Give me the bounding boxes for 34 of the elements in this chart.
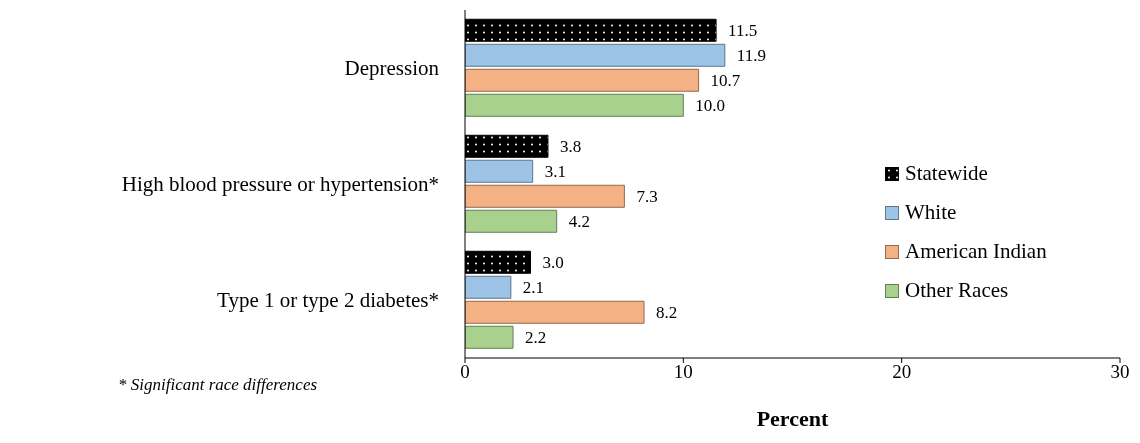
text: * Significant race differences <box>118 375 318 395</box>
bar <box>465 209 558 233</box>
bar <box>465 43 726 67</box>
data-label: 7.3 <box>636 187 658 207</box>
bar <box>465 325 514 349</box>
y-tick-label: Depression <box>344 56 440 81</box>
data-label: 3.1 <box>544 162 566 182</box>
data-label: 2.1 <box>522 278 545 298</box>
y-tick-label: High blood pressure or hypertension* <box>121 172 439 197</box>
legend-label: Other Races <box>905 278 1009 303</box>
legend-label: White <box>905 200 957 225</box>
y-tick-label: Type 1 or type 2 diabetes* <box>217 288 439 313</box>
x-axis-title: Percent <box>755 406 830 432</box>
data-label: 4.2 <box>568 212 590 232</box>
bar <box>465 159 534 183</box>
data-label: 3.0 <box>542 253 564 273</box>
x-tick-label: 0 <box>460 361 470 383</box>
data-label: 11.9 <box>736 46 766 66</box>
legend-label: American Indian <box>905 239 1047 264</box>
x-tick-label: 20 <box>892 361 912 383</box>
data-label: 10.7 <box>710 71 741 91</box>
data-label: 2.2 <box>525 328 547 348</box>
data-label: 8.2 <box>656 303 678 323</box>
x-tick-label: 10 <box>673 361 693 383</box>
data-label: 11.5 <box>728 21 758 41</box>
data-label: 3.8 <box>559 137 582 157</box>
bar <box>465 68 700 92</box>
legend-label: Statewide <box>905 161 988 186</box>
x-tick-label: 30 <box>1110 361 1130 383</box>
bar <box>465 93 684 117</box>
bar <box>465 300 645 324</box>
data-label: 10.0 <box>695 96 726 116</box>
bar <box>465 184 625 208</box>
bar <box>465 275 512 299</box>
